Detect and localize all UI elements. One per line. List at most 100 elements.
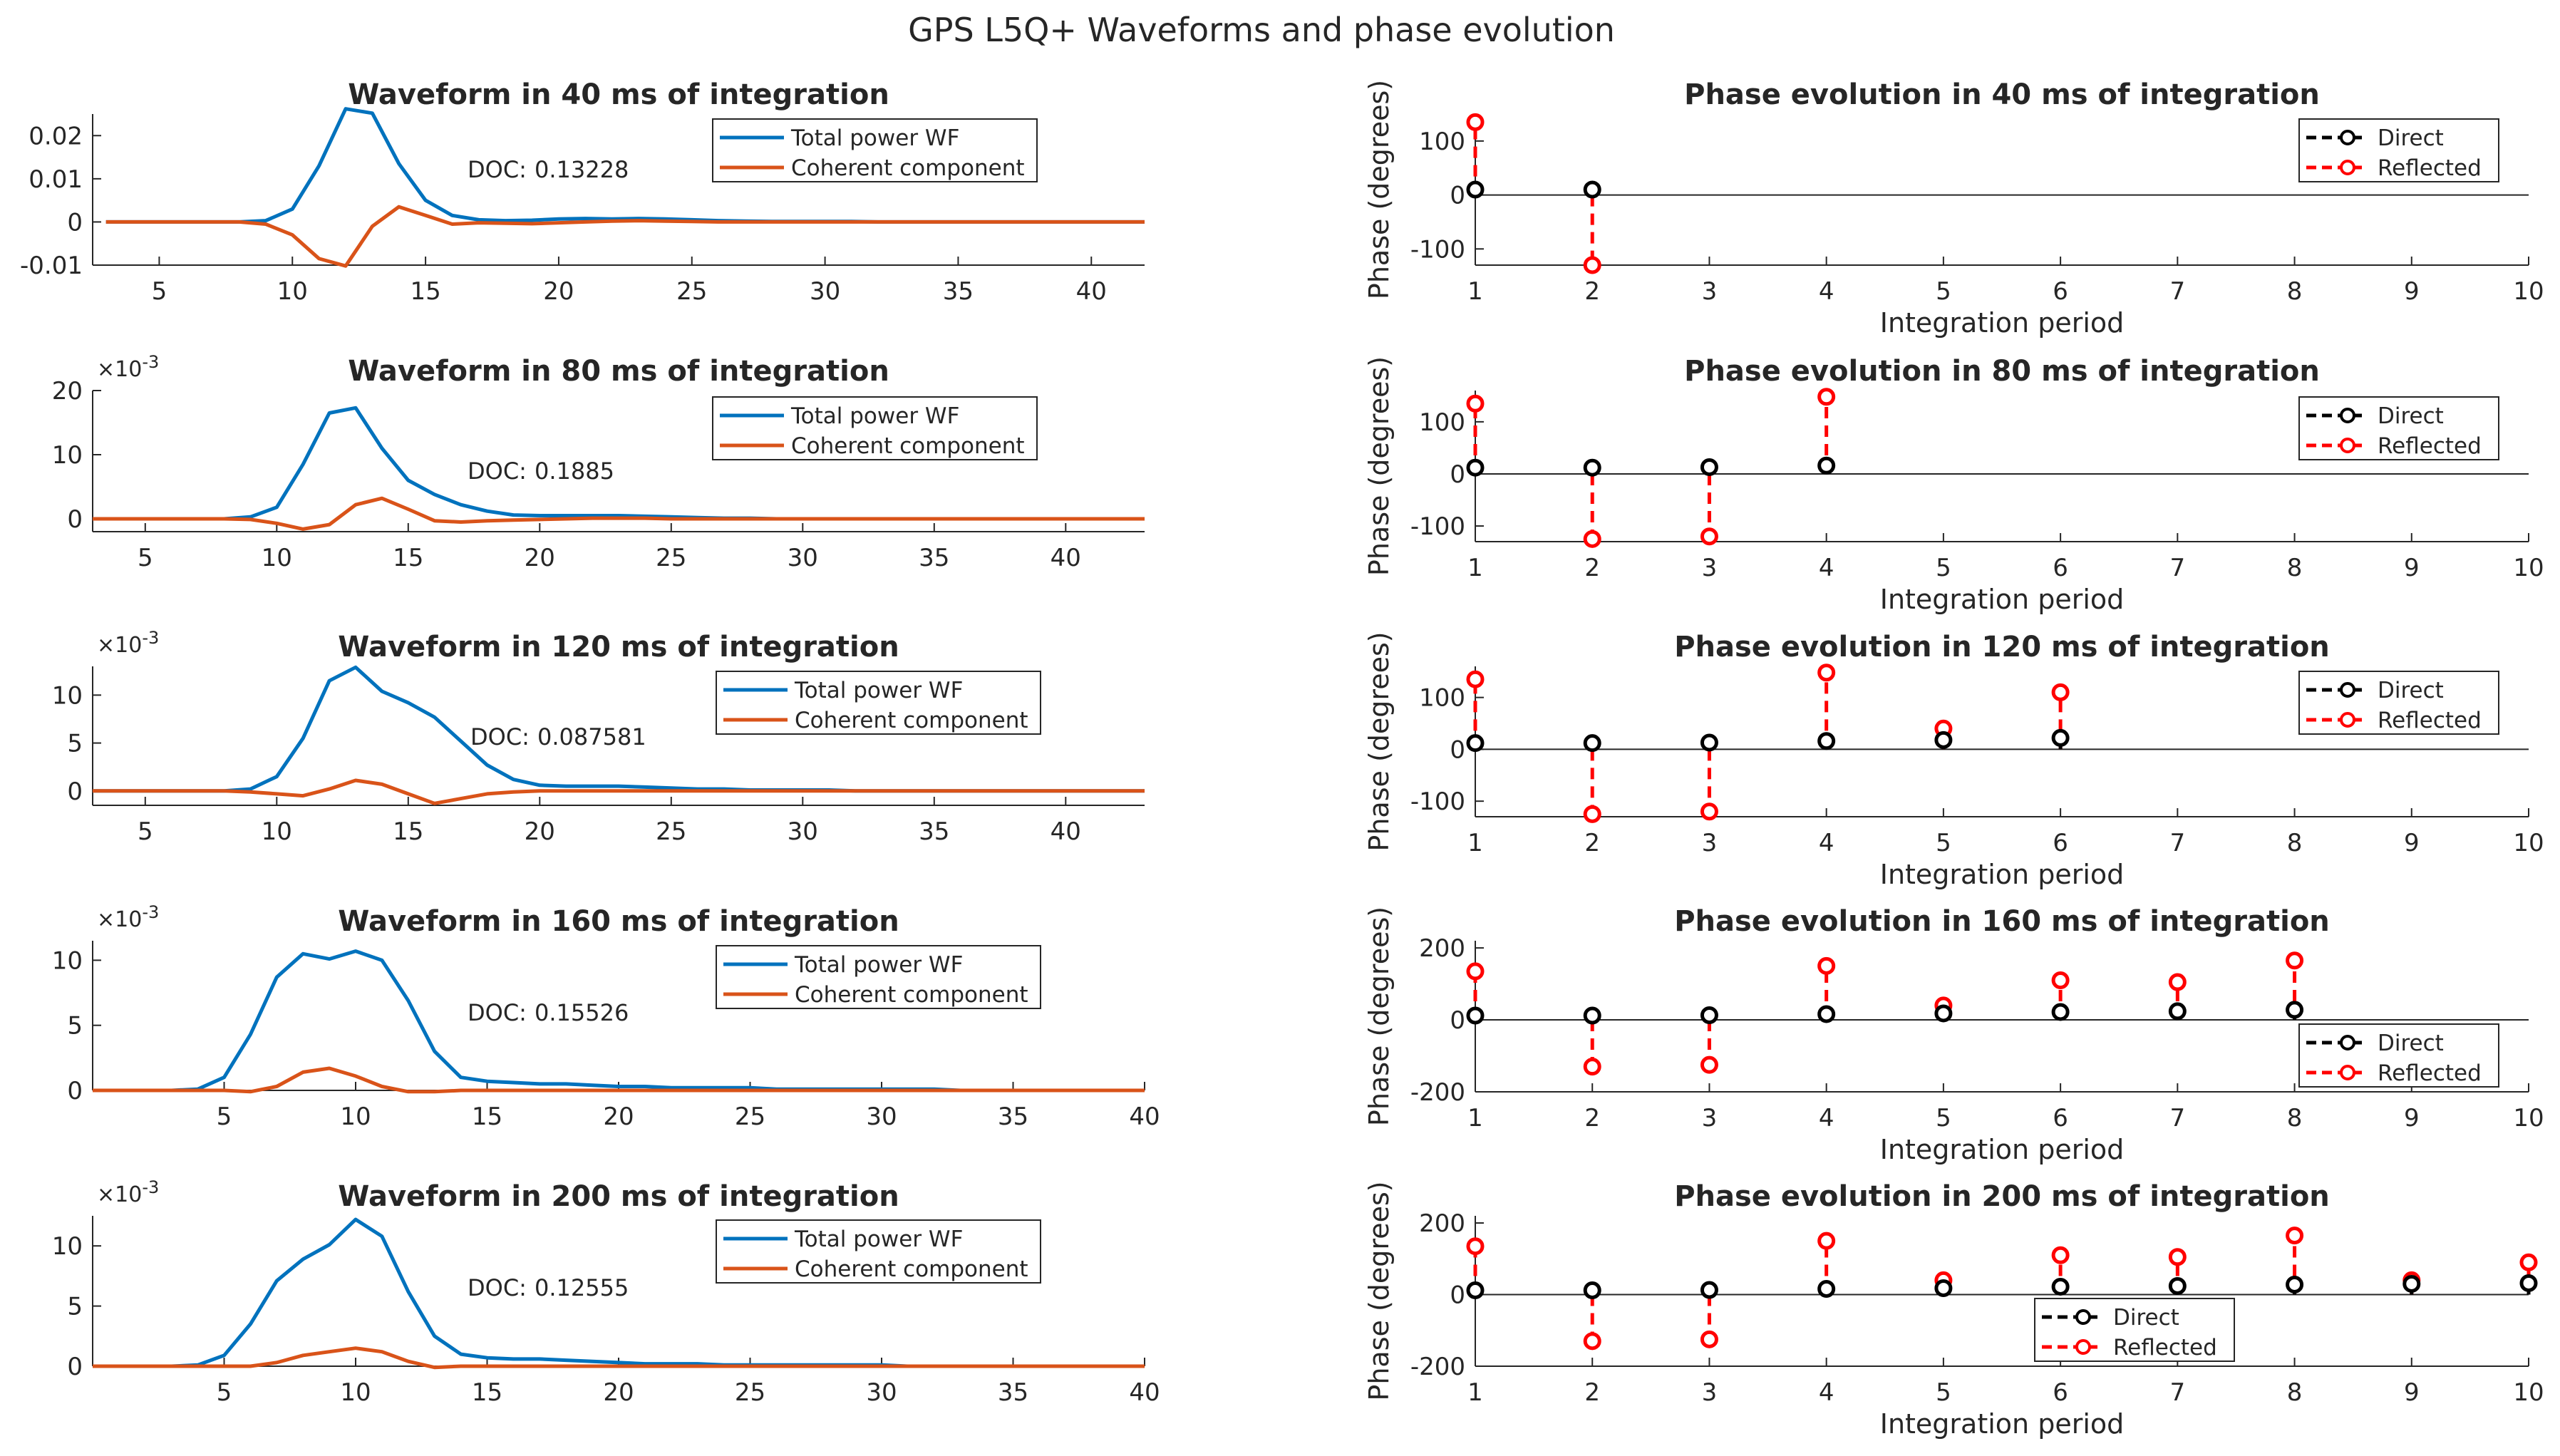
stem-marker-reflected	[1817, 1232, 1836, 1250]
y-tick-label: 0.01	[29, 165, 83, 194]
exponent-value: -3	[142, 628, 159, 648]
y-tick-label: -100	[1410, 788, 1465, 816]
stem-marker-direct	[1817, 456, 1836, 475]
stem-marker-reflected	[1583, 256, 1601, 274]
y-tick-label: 100	[1419, 684, 1465, 713]
x-tick-label: 35	[919, 544, 949, 572]
legend-marker	[2340, 1065, 2355, 1080]
stem-marker-reflected	[2168, 973, 2187, 991]
x-tick-label: 7	[2170, 277, 2186, 306]
y-tick-label: 0	[1450, 735, 1465, 764]
phase-chart-ph200: Phase evolution in 200 ms of integration…	[1363, 1180, 2544, 1440]
x-tick-label: 4	[1819, 554, 1834, 582]
y-tick-label: 10	[52, 1232, 83, 1261]
legend-marker	[2340, 682, 2355, 698]
y-exponent-label: ×10-3	[97, 1177, 159, 1207]
y-tick-label: -200	[1410, 1078, 1465, 1107]
legend-entry: Direct	[2378, 125, 2444, 151]
y-tick-label: 0	[1450, 1281, 1465, 1310]
x-tick-label: 10	[340, 1103, 371, 1131]
legend: Total power WF Coherent component	[712, 396, 1038, 460]
x-tick-label: 2	[1584, 277, 1600, 306]
subplot-title: Waveform in 40 ms of integration	[348, 78, 889, 111]
x-tick-label: 15	[472, 1103, 502, 1131]
waveform-chart-wf40: Waveform in 40 ms of integration 5 10 15 20 2…	[20, 78, 1145, 306]
x-tick-label: 25	[656, 817, 686, 846]
x-axis-label: Integration period	[1880, 1408, 2125, 1440]
x-tick-label: 20	[543, 277, 574, 306]
series-line-coherent	[105, 205, 1145, 268]
figure-title: GPS L5Q+ Waveforms and phase evolution	[908, 11, 1615, 49]
legend-marker	[2075, 1309, 2091, 1325]
stem-marker-direct	[1466, 180, 1485, 199]
subplot-title: Waveform in 160 ms of integration	[338, 905, 899, 938]
legend: Direct Reflected	[2298, 396, 2499, 460]
doc-value: 0.15526	[535, 999, 629, 1026]
exponent-value: -3	[142, 902, 159, 922]
x-tick-label: 7	[2170, 829, 2186, 857]
y-axis-label: Phase (degrees)	[1363, 80, 1395, 299]
x-tick-label: 30	[810, 277, 840, 306]
x-tick-label: 9	[2404, 1104, 2420, 1132]
stem-marker-direct	[2051, 1277, 2070, 1296]
y-tick-label: 200	[1419, 1209, 1465, 1238]
stem-marker-direct	[1700, 458, 1718, 476]
series-line-coherent	[93, 496, 1145, 531]
stem-marker-reflected	[2051, 971, 2070, 990]
legend: Direct Reflected	[2298, 1023, 2499, 1088]
x-tick-label: 7	[2170, 1378, 2186, 1407]
x-tick-label: 7	[2170, 1104, 2186, 1132]
legend-entry: Total power WF	[790, 403, 959, 429]
x-tick-label: 5	[1936, 1104, 1951, 1132]
stem-marker-reflected	[1700, 1055, 1718, 1074]
exponent-value: -3	[142, 1177, 159, 1197]
stem-marker-reflected	[1583, 805, 1601, 823]
legend-entry: Coherent component	[791, 155, 1025, 181]
legend-marker	[2340, 1035, 2355, 1050]
y-exponent-label: ×10-3	[97, 902, 159, 932]
stem-marker-direct	[2286, 1275, 2304, 1294]
exponent-base: ×10	[97, 633, 142, 658]
stem-marker-direct	[2402, 1274, 2421, 1293]
x-tick-label: 10	[2513, 1104, 2544, 1132]
stem-marker-direct	[1466, 458, 1485, 477]
x-tick-label: 2	[1584, 554, 1600, 582]
x-tick-label: 8	[2287, 277, 2303, 306]
y-tick-label: 0	[67, 778, 83, 806]
x-tick-label: 10	[2513, 554, 2544, 582]
legend-marker	[2340, 160, 2355, 175]
y-axis-label: Phase (degrees)	[1363, 1181, 1395, 1400]
doc-label: DOC:	[468, 156, 527, 183]
legend-entry: Reflected	[2378, 1060, 2482, 1086]
legend-box	[2298, 118, 2499, 182]
stem-marker-reflected	[1466, 1237, 1485, 1256]
x-tick-label: 3	[1702, 277, 1718, 306]
x-tick-label: 9	[2404, 277, 2420, 306]
x-tick-label: 5	[1936, 277, 1951, 306]
x-tick-label: 5	[217, 1103, 232, 1131]
x-tick-label: 9	[2404, 554, 2420, 582]
stem-marker-reflected	[2168, 1248, 2187, 1266]
stem-marker-reflected	[1700, 802, 1718, 821]
legend-box	[712, 118, 1038, 182]
legend-box	[716, 671, 1041, 735]
x-tick-label: 6	[2053, 277, 2068, 306]
x-tick-label: 25	[735, 1378, 765, 1407]
waveform-chart-wf80: Waveform in 80 ms of integration 5 10 15 20 2…	[52, 352, 1145, 572]
x-tick-label: 6	[2053, 554, 2068, 582]
x-tick-label: 20	[603, 1378, 634, 1407]
y-tick-label: 0	[1450, 1006, 1465, 1035]
x-tick-label: 25	[676, 277, 707, 306]
phase-chart-ph160: Phase evolution in 160 ms of integration…	[1363, 905, 2544, 1165]
exponent-base: ×10	[97, 1182, 142, 1207]
x-tick-label: 3	[1702, 554, 1718, 582]
x-tick-label: 4	[1819, 1104, 1834, 1132]
series-line-coherent	[93, 778, 1145, 805]
y-tick-label: 5	[67, 1012, 83, 1041]
exponent-value: -3	[142, 352, 159, 372]
legend: Total power WF Coherent component	[712, 118, 1038, 182]
stem-marker-reflected	[1583, 1332, 1601, 1351]
x-tick-label: 1	[1467, 554, 1483, 582]
